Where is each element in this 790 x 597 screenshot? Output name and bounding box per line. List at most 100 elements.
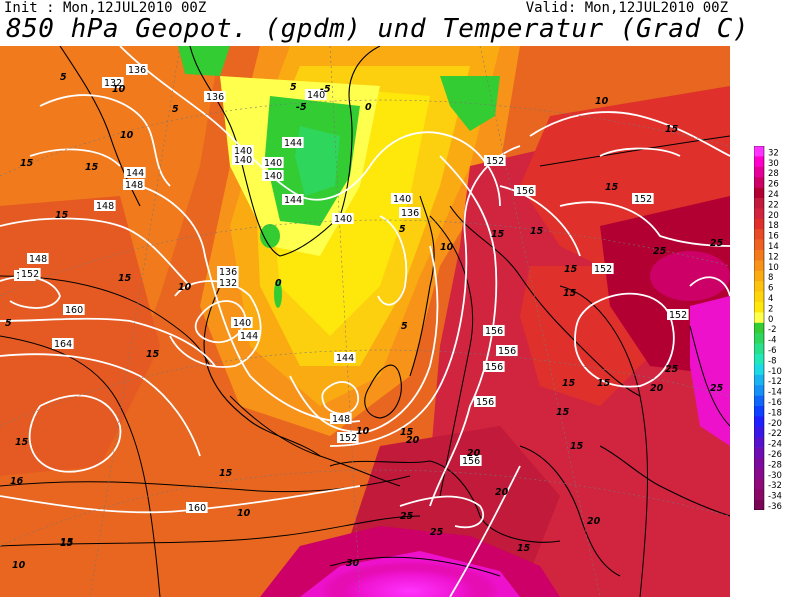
geopotential-label: 156 — [485, 362, 503, 373]
hot-zone-east-edge — [690, 296, 730, 446]
geopotential-label-bg — [262, 157, 284, 168]
geopotential-label: 136 — [206, 92, 224, 103]
temperature-label: 10 — [440, 242, 454, 253]
geopotential-label-bg — [332, 213, 354, 224]
legend-swatch — [754, 437, 764, 448]
geopotential-label-bg — [126, 64, 148, 75]
geopotential-label-bg — [238, 330, 260, 341]
geopotential-label-bg — [483, 325, 505, 336]
temperature-label: 15 — [556, 407, 570, 418]
geopotential-label-bg — [305, 89, 327, 100]
legend-swatch — [754, 458, 764, 469]
geopotential-label: 140 — [234, 146, 252, 157]
geopotential-label-bg — [282, 137, 304, 148]
legend-swatch — [754, 333, 764, 344]
geopotential-label: 140 — [334, 214, 352, 225]
geopotential-label: 132 — [104, 78, 122, 89]
legend-swatch — [754, 177, 764, 188]
legend-value: -12 — [768, 377, 782, 387]
temperature-label: 15 — [530, 226, 544, 237]
temperature-label: 15 — [517, 543, 531, 554]
temperature-label: -5 — [320, 84, 331, 95]
legend-swatch — [754, 426, 764, 438]
geopotential-label-bg — [632, 193, 654, 204]
geopotential-label: 156 — [516, 186, 534, 197]
geopotential-label: 148 — [29, 254, 47, 265]
geopotential-label-bg — [63, 304, 85, 315]
geopotential-label: 140 — [233, 318, 251, 329]
legend-value: 24 — [768, 190, 779, 200]
geopotential-label-bg — [217, 266, 239, 277]
legend-swatch — [754, 146, 764, 157]
geopotential-label-bg — [217, 277, 239, 288]
geopotential-label-bg — [19, 268, 41, 279]
legend-value: 10 — [768, 263, 779, 273]
temperature-label: 0 — [275, 278, 282, 289]
legend-value: -24 — [768, 440, 782, 450]
legend-swatch — [754, 312, 764, 324]
temperature-label: 20 — [406, 435, 420, 446]
legend-value: 6 — [768, 284, 773, 294]
geopotential-label: 140 — [234, 155, 252, 166]
legend-swatch — [754, 416, 764, 428]
legend-value: 4 — [768, 294, 773, 304]
legend-border — [754, 146, 765, 510]
geopotential-label-bg — [124, 167, 146, 178]
legend-value: -26 — [768, 450, 782, 460]
geopotential-label: 152 — [486, 156, 504, 167]
legend-value: -16 — [768, 398, 782, 408]
legend-swatch — [754, 489, 764, 500]
geopotential-label-bg — [123, 179, 145, 190]
geopotential-label-bg — [496, 345, 518, 356]
geopotential-label: 132 — [219, 278, 237, 289]
geopotential-label: 148 — [125, 180, 143, 191]
temperature-label: 15 — [60, 538, 74, 549]
geopotential-label-bg — [102, 77, 124, 88]
temperature-label: 15 — [400, 427, 414, 438]
temperature-label: 15 — [563, 288, 577, 299]
legend-swatch — [754, 354, 764, 365]
legend-value: 2 — [768, 304, 773, 314]
geopotential-label: 160 — [188, 503, 206, 514]
legend-value: -14 — [768, 388, 782, 398]
geopotential-label: 160 — [65, 305, 83, 316]
legend-swatch — [754, 478, 764, 490]
init-time: Init : Mon,12JUL2010 00Z — [4, 0, 207, 16]
legend-value: 28 — [768, 169, 779, 179]
temperature-label: 5 — [290, 82, 297, 93]
temperature-label: 5 — [401, 321, 408, 332]
geopotential-label-bg — [667, 309, 689, 320]
geopotential-label: 148 — [96, 201, 114, 212]
legend-value: 22 — [768, 200, 779, 210]
geopotential-label-bg — [330, 413, 352, 424]
legend-value: -4 — [768, 336, 776, 346]
temperature-label: 20 — [467, 448, 481, 459]
temperature-label: 5 — [399, 224, 406, 235]
geopotential-label-bg — [186, 502, 208, 513]
temperature-labels: 5 10 5 -5 -5 0 10 15 15 15 15 10 15 5 0 10 5 10 15 15 15 15 15… — [5, 72, 724, 571]
geopotential-label: 152 — [594, 264, 612, 275]
temperature-label: 15 — [85, 162, 99, 173]
cold-pocket-north — [178, 46, 230, 76]
temperature-label: 10 — [120, 130, 134, 141]
geopotential-label: 136 — [128, 65, 146, 76]
geopotential-label-bg — [27, 253, 49, 264]
temperature-label: 20 — [650, 383, 664, 394]
legend-swatch — [754, 468, 764, 480]
geopotential-label-bg — [474, 396, 496, 407]
map-svg: 1361321361401441401481521481401441481521… — [0, 46, 730, 597]
legend-swatch — [754, 395, 764, 407]
geopotential-label: 136 — [219, 267, 237, 278]
temperature-label: 10 — [12, 560, 26, 571]
coastlines — [59, 46, 730, 577]
geopotential-label: 156 — [485, 326, 503, 337]
temperature-label: 30 — [346, 558, 360, 569]
legend-swatch — [754, 447, 764, 459]
legend-swatch — [754, 198, 764, 209]
temperature-label: 25 — [710, 238, 724, 249]
legend-value: 14 — [768, 242, 779, 252]
legend-value: -2 — [768, 325, 776, 335]
geopotential-label-bg — [282, 194, 304, 205]
geopotential-label-bg — [52, 338, 74, 349]
geopotential-label-bg — [262, 170, 284, 181]
